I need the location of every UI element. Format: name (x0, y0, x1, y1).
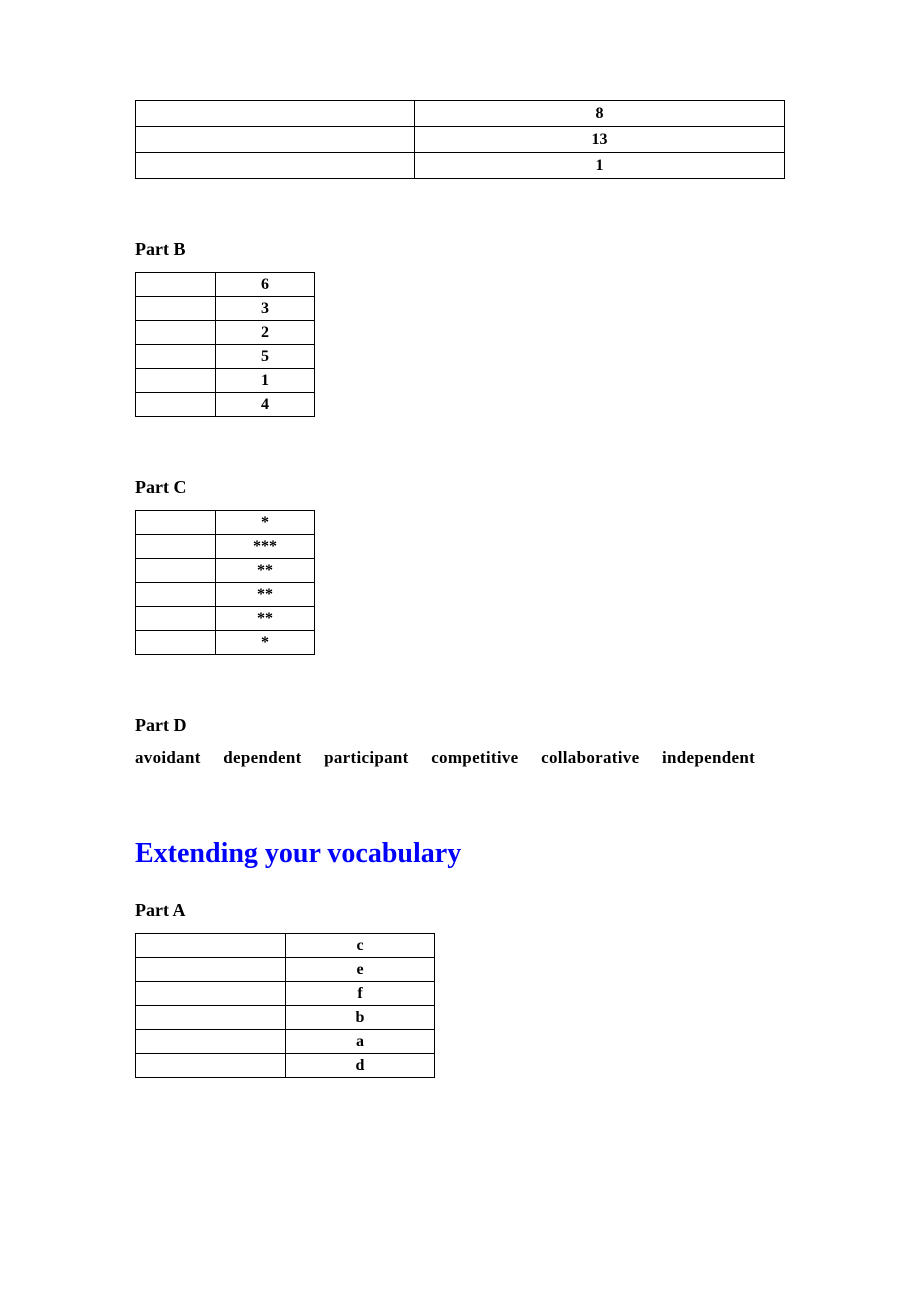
table-cell: 2 (216, 321, 315, 345)
table-part-c: * *** ** ** ** * (135, 510, 315, 655)
table-cell: b (286, 1006, 435, 1030)
table-cell (136, 1054, 286, 1078)
part-d-heading: Part D (135, 715, 785, 736)
table-cell (136, 583, 216, 607)
table-row: 8 (136, 101, 785, 127)
table-cell (136, 321, 216, 345)
table-cell (136, 934, 286, 958)
word-item: independent (662, 748, 755, 767)
word-item: collaborative (541, 748, 639, 767)
table-cell (136, 297, 216, 321)
table-cell: 1 (216, 369, 315, 393)
table-row: 1 (136, 369, 315, 393)
part-a-heading: Part A (135, 900, 785, 921)
table-row: ** (136, 583, 315, 607)
word-item: participant (324, 748, 409, 767)
table-cell: e (286, 958, 435, 982)
table-cell: * (216, 511, 315, 535)
table-row: *** (136, 535, 315, 559)
table-cell (136, 153, 415, 179)
table-row: 5 (136, 345, 315, 369)
table-cell (136, 631, 216, 655)
table-cell (136, 559, 216, 583)
table-cell (136, 127, 415, 153)
table-row: b (136, 1006, 435, 1030)
table-row: e (136, 958, 435, 982)
table-row: c (136, 934, 435, 958)
word-item: competitive (431, 748, 518, 767)
table-cell (136, 273, 216, 297)
table-cell (136, 982, 286, 1006)
table-row: * (136, 511, 315, 535)
table-cell (136, 345, 216, 369)
table-cell: ** (216, 559, 315, 583)
table-row: 13 (136, 127, 785, 153)
table-cell: 8 (415, 101, 785, 127)
table-cell: d (286, 1054, 435, 1078)
table-cell (136, 1030, 286, 1054)
table-cell (136, 1006, 286, 1030)
table-row: 2 (136, 321, 315, 345)
table-cell (136, 958, 286, 982)
table-row: * (136, 631, 315, 655)
table-cell: ** (216, 607, 315, 631)
table-cell: 6 (216, 273, 315, 297)
table-cell: 1 (415, 153, 785, 179)
table-row: ** (136, 607, 315, 631)
table-row: d (136, 1054, 435, 1078)
table-cell (136, 511, 216, 535)
word-item: dependent (223, 748, 301, 767)
table-row: f (136, 982, 435, 1006)
table-cell (136, 101, 415, 127)
table-cell: f (286, 982, 435, 1006)
table-cell: c (286, 934, 435, 958)
table-cell: ** (216, 583, 315, 607)
part-d-words: avoidant dependent participant competiti… (135, 748, 785, 768)
table-part-b: 6 3 2 5 1 4 (135, 272, 315, 417)
word-item: avoidant (135, 748, 201, 767)
part-c-heading: Part C (135, 477, 785, 498)
table-cell: 13 (415, 127, 785, 153)
table-row: 4 (136, 393, 315, 417)
table-cell: 3 (216, 297, 315, 321)
document-page: 8 13 1 Part B 6 3 2 (135, 100, 785, 1078)
table-row: ** (136, 559, 315, 583)
table-cell (136, 369, 216, 393)
table-cell: 4 (216, 393, 315, 417)
table-cell: *** (216, 535, 315, 559)
table-top: 8 13 1 (135, 100, 785, 179)
table-cell (136, 535, 216, 559)
table-cell (136, 393, 216, 417)
table-cell (136, 607, 216, 631)
section-title: Extending your vocabulary (135, 838, 785, 870)
table-cell: a (286, 1030, 435, 1054)
table-cell: * (216, 631, 315, 655)
table-part-a: c e f b a d (135, 933, 435, 1078)
table-cell: 5 (216, 345, 315, 369)
table-row: 1 (136, 153, 785, 179)
table-row: 3 (136, 297, 315, 321)
table-row: a (136, 1030, 435, 1054)
table-row: 6 (136, 273, 315, 297)
part-b-heading: Part B (135, 239, 785, 260)
